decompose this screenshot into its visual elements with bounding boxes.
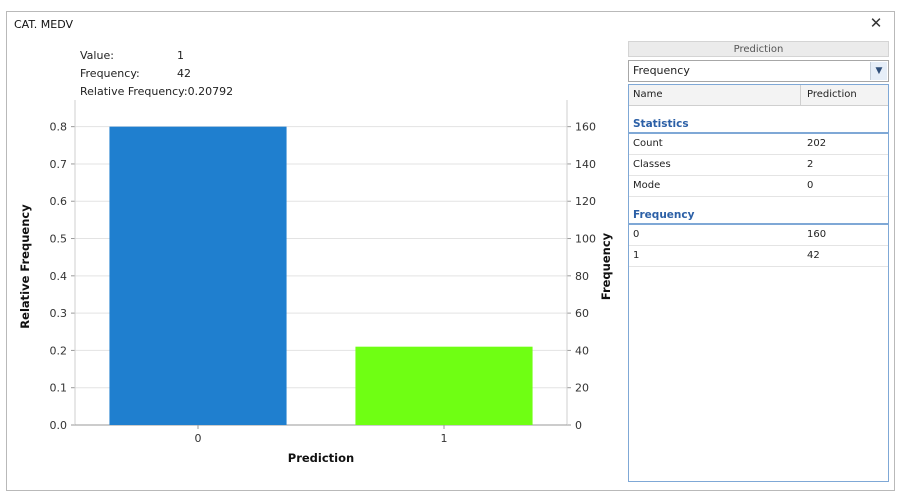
y2-tick-label: 40	[575, 344, 589, 357]
column-header-name[interactable]: Name	[629, 85, 801, 105]
frequency-label: Frequency:	[80, 67, 140, 80]
frequency-text: 42	[177, 67, 191, 80]
table-row[interactable]: Classes 2	[629, 155, 888, 176]
row-value: 160	[807, 229, 827, 240]
view-select[interactable]: Frequency ▼	[628, 60, 889, 82]
relative-frequency-text: 0.20792	[187, 85, 234, 98]
y2-axis-title: Frequency	[599, 232, 613, 300]
y-tick-label: 0.1	[50, 382, 68, 395]
y2-tick-label: 160	[575, 121, 596, 134]
y-tick-label: 0.4	[50, 270, 68, 283]
grid-header: Name Prediction	[629, 85, 888, 106]
y2-tick-label: 20	[575, 382, 589, 395]
x-tick-label: 1	[441, 432, 448, 445]
y-tick-label: 0.2	[50, 344, 68, 357]
x-axis-title: Prediction	[288, 451, 354, 465]
y2-tick-label: 80	[575, 270, 589, 283]
bar-chart: 0.0 0.1 0.2 0.3 0.4 0.5 0.6 0.7 0.8 0 20 40 60 80 100 1…	[18, 100, 613, 465]
y-tick-label: 0.0	[50, 419, 68, 432]
table-row[interactable]: 0 160	[629, 225, 888, 246]
hover-info: Value: 1 Frequency: 42 Relative Frequenc…	[80, 47, 233, 101]
y-tick-label: 0.5	[50, 233, 68, 246]
row-value: 2	[807, 159, 814, 170]
y2-tick-label: 100	[575, 233, 596, 246]
y2-tick-label: 0	[575, 419, 582, 432]
row-name: 0	[633, 229, 640, 240]
row-name: Classes	[633, 159, 671, 170]
view-select-value: Frequency	[633, 64, 690, 77]
panel-header: Prediction	[628, 41, 889, 57]
row-name: Count	[633, 138, 663, 149]
statistics-grid: Name Prediction Statistics Count 202 Cla…	[628, 84, 889, 482]
y2-tick-label: 140	[575, 158, 596, 171]
close-icon[interactable]: ✕	[869, 14, 883, 32]
value-label: Value:	[80, 49, 114, 62]
y2-tick-label: 120	[575, 195, 596, 208]
relative-frequency-label: Relative Frequency:	[80, 85, 188, 98]
row-value: 202	[807, 138, 827, 149]
section-statistics: Statistics	[629, 106, 888, 134]
y2-tick-label: 60	[575, 307, 589, 320]
y-tick-label: 0.8	[50, 121, 68, 134]
row-value: 0	[807, 180, 814, 191]
section-frequency: Frequency	[629, 197, 888, 225]
chevron-down-icon[interactable]: ▼	[870, 62, 887, 80]
bar-0	[109, 126, 287, 425]
y-tick-label: 0.3	[50, 307, 68, 320]
table-row[interactable]: 1 42	[629, 246, 888, 267]
value-text: 1	[177, 49, 184, 62]
prediction-panel: Prediction Frequency ▼ Name Prediction S…	[628, 41, 889, 483]
row-name: Mode	[633, 180, 661, 191]
window-title: CAT. MEDV	[14, 18, 74, 31]
chart-window: CAT. MEDV ✕ Value: 1 Frequency: 42 Relat…	[6, 11, 895, 491]
column-header-prediction[interactable]: Prediction	[807, 89, 857, 100]
y-axis-title: Relative Frequency	[18, 204, 32, 329]
y-tick-label: 0.6	[50, 195, 68, 208]
x-tick-label: 0	[195, 432, 202, 445]
y-tick-label: 0.7	[50, 158, 68, 171]
table-row[interactable]: Mode 0	[629, 176, 888, 197]
bar-1	[355, 346, 533, 425]
row-value: 42	[807, 250, 820, 261]
table-row[interactable]: Count 202	[629, 134, 888, 155]
row-name: 1	[633, 250, 640, 261]
